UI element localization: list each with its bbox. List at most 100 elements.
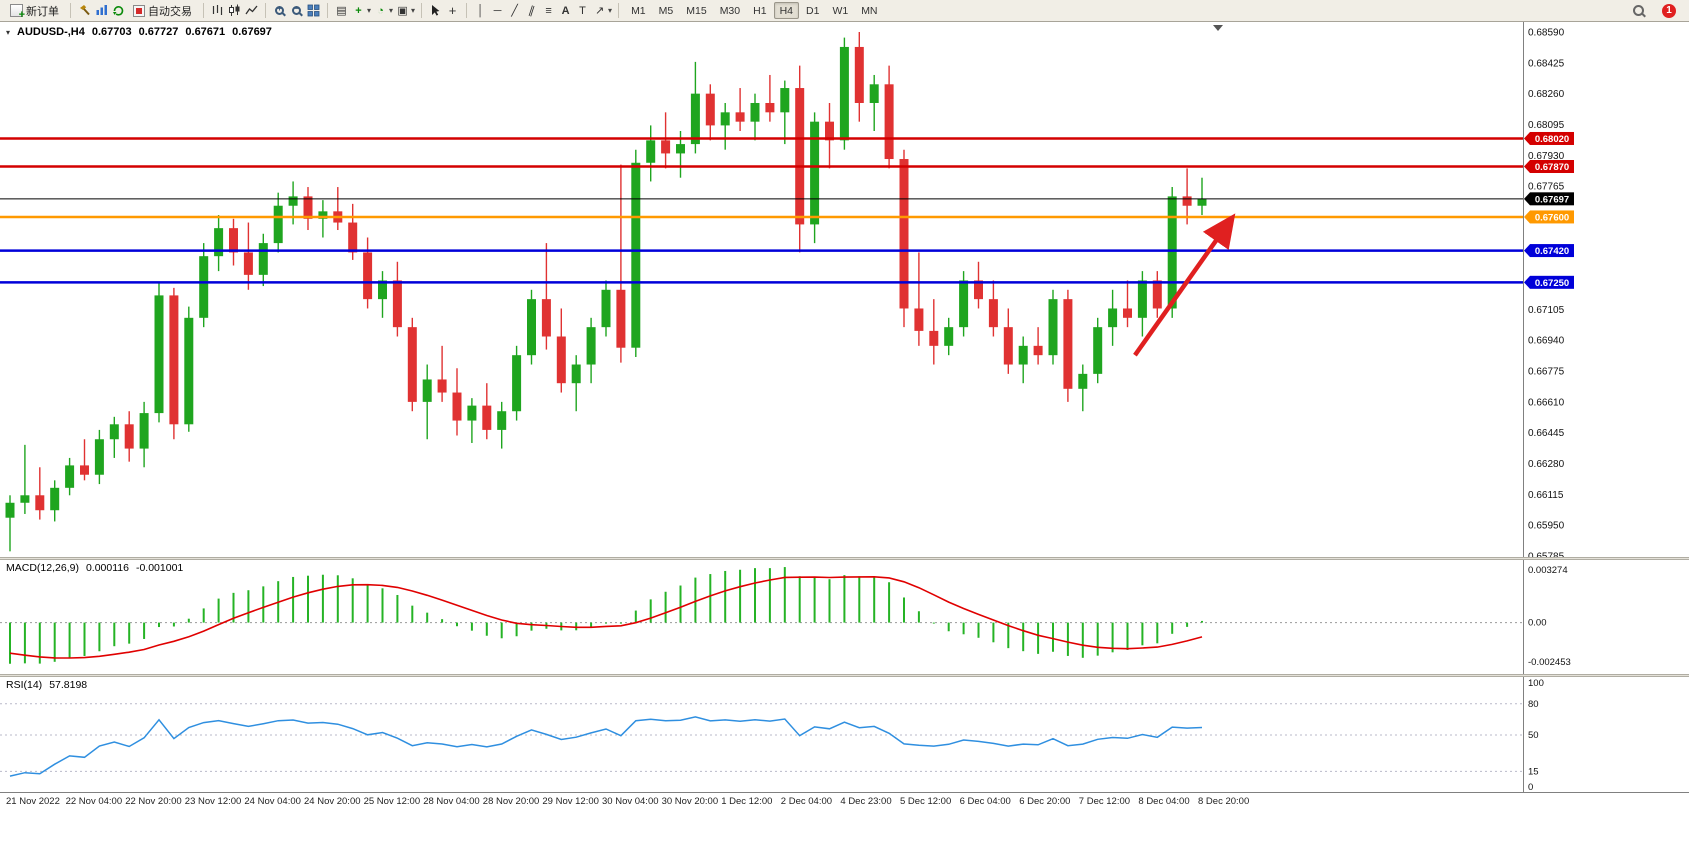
trendline-icon[interactable]: ╱ (511, 5, 518, 17)
macd-label: MACD(12,26,9) (6, 562, 79, 574)
rsi-line (9, 716, 1203, 777)
macd-signal-value: -0.001001 (135, 562, 184, 574)
trend-arrow-annotation[interactable] (1133, 213, 1236, 357)
svg-text:0.67420: 0.67420 (1535, 246, 1569, 257)
horizontal-lines[interactable] (0, 137, 1523, 284)
candle-body (407, 327, 417, 402)
timeframe-M30[interactable]: M30 (719, 4, 741, 17)
panel-splitter[interactable] (0, 674, 1689, 677)
chevron-down-icon[interactable]: ▾ (411, 6, 416, 15)
rsi-panel[interactable]: RSI(14) 57.8198 100 80 50 15 0 (0, 677, 1689, 792)
add-indicator-icon[interactable]: + (355, 4, 362, 17)
candle-body (273, 205, 283, 244)
candle-body (1123, 308, 1132, 318)
fibonacci-icon[interactable]: ≡ (545, 4, 552, 17)
search-icon[interactable] (1631, 3, 1646, 18)
notification-badge[interactable]: 1 (1662, 3, 1676, 18)
zoom-out-icon[interactable]: − (289, 3, 304, 18)
candle-body (318, 211, 328, 219)
tile-windows-icon[interactable] (306, 3, 321, 18)
metaeditor-icon[interactable] (77, 3, 92, 18)
toolbar-separator (618, 3, 620, 18)
autotrading-label: 自动交易 (148, 5, 192, 18)
candle-body (750, 102, 760, 122)
price-chart-svg[interactable]: 0.65785 0.65950 0.66115 0.66280 0.66445 0.666… (0, 22, 1689, 557)
channel-icon[interactable]: ∥ (526, 4, 536, 18)
candle-body (124, 424, 134, 449)
candle-body (959, 280, 969, 328)
cursor-icon[interactable] (428, 3, 443, 18)
text-icon[interactable]: A (561, 4, 570, 17)
chart-menu-icon[interactable]: ▾ (6, 27, 11, 37)
candle-body (720, 112, 730, 126)
candle-body (348, 222, 358, 253)
line-chart-icon[interactable] (244, 3, 259, 18)
timeframe-M15[interactable]: M15 (686, 4, 707, 17)
svg-text:0.66775: 0.66775 (1528, 367, 1565, 378)
svg-text:0.66940: 0.66940 (1528, 336, 1565, 347)
date-label: 2 Dec 04:00 (780, 796, 833, 807)
period-clock-icon[interactable]: ◔ (377, 4, 384, 17)
chevron-down-icon[interactable]: ▾ (608, 6, 613, 15)
vertical-line-icon[interactable]: │ (477, 4, 484, 17)
svg-text:0.67600: 0.67600 (1535, 212, 1569, 223)
timeframe-H4[interactable]: H4 (773, 2, 799, 19)
date-label: 22 Nov 20:00 (125, 796, 182, 807)
chevron-down-icon[interactable]: ▾ (367, 6, 372, 15)
date-label: 22 Nov 04:00 (65, 796, 123, 807)
ohlc-high: 0.67727 (138, 26, 179, 38)
candle-body (556, 336, 566, 384)
toolbar-separator (421, 3, 423, 18)
candle-body (780, 88, 790, 113)
refresh-icon[interactable] (111, 3, 126, 18)
macd-panel[interactable]: MACD(12,26,9) 0.000116 -0.001001 0.00327… (0, 560, 1689, 674)
candle-body (1063, 299, 1073, 389)
timeframe-H1[interactable]: H1 (753, 4, 767, 17)
symbol-period-label: AUDUSD-,H4 (17, 26, 85, 38)
toolbar-separator (466, 3, 468, 18)
candle-body (20, 495, 30, 503)
text-label-icon[interactable]: T (579, 4, 586, 17)
screenshot-icon[interactable]: ▣ (397, 5, 408, 17)
candle-body (467, 405, 477, 421)
ohlc-close: 0.67697 (232, 26, 272, 38)
svg-text:0.67105: 0.67105 (1528, 305, 1565, 316)
candle-body (139, 413, 149, 449)
date-label: 6 Dec 20:00 (1019, 796, 1071, 807)
horizontal-line-icon[interactable]: ─ (493, 4, 502, 17)
autotrading-icon (133, 4, 145, 17)
svg-text:0.68095: 0.68095 (1528, 120, 1565, 131)
timeframe-M1[interactable]: M1 (631, 4, 646, 17)
candle-body (1182, 196, 1192, 206)
date-label: 5 Dec 12:00 (900, 796, 952, 807)
cascade-windows-icon[interactable]: ▤ (336, 5, 347, 17)
market-watch-icon[interactable] (94, 3, 109, 18)
candle-body (705, 93, 715, 126)
panel-splitter[interactable] (0, 557, 1689, 560)
crosshair-icon[interactable]: + (448, 3, 457, 18)
timeframe-MN[interactable]: MN (861, 4, 878, 17)
candle-body (541, 299, 551, 337)
bar-chart-type-icon[interactable] (210, 3, 225, 18)
candle-body (1093, 327, 1103, 374)
timeframe-D1[interactable]: D1 (806, 4, 820, 17)
rsi-value: 57.8198 (49, 679, 88, 691)
svg-text:0.65950: 0.65950 (1528, 521, 1565, 532)
arrow-tool-icon[interactable]: ↗ (594, 5, 605, 17)
timeframe-M5[interactable]: M5 (658, 4, 674, 17)
date-label: 29 Nov 12:00 (542, 796, 599, 807)
candle-body (154, 295, 164, 414)
candle-body (616, 289, 626, 348)
zoom-in-icon[interactable]: + (272, 3, 287, 18)
chevron-down-icon[interactable]: ▾ (389, 6, 394, 15)
candlesticks (5, 32, 1207, 552)
price-chart-panel[interactable]: ▾ AUDUSD-,H4 0.67703 0.67727 0.67671 0.6… (0, 22, 1689, 557)
svg-text:0.65785: 0.65785 (1528, 552, 1565, 558)
timeframe-W1[interactable]: W1 (832, 4, 849, 17)
new-order-button[interactable]: 新订单 (5, 1, 64, 21)
candle-body (601, 289, 611, 328)
autotrading-button[interactable]: 自动交易 (128, 1, 197, 20)
candlestick-chart-icon[interactable] (227, 3, 242, 18)
candle-body (631, 162, 641, 348)
candle-body (1108, 308, 1118, 328)
